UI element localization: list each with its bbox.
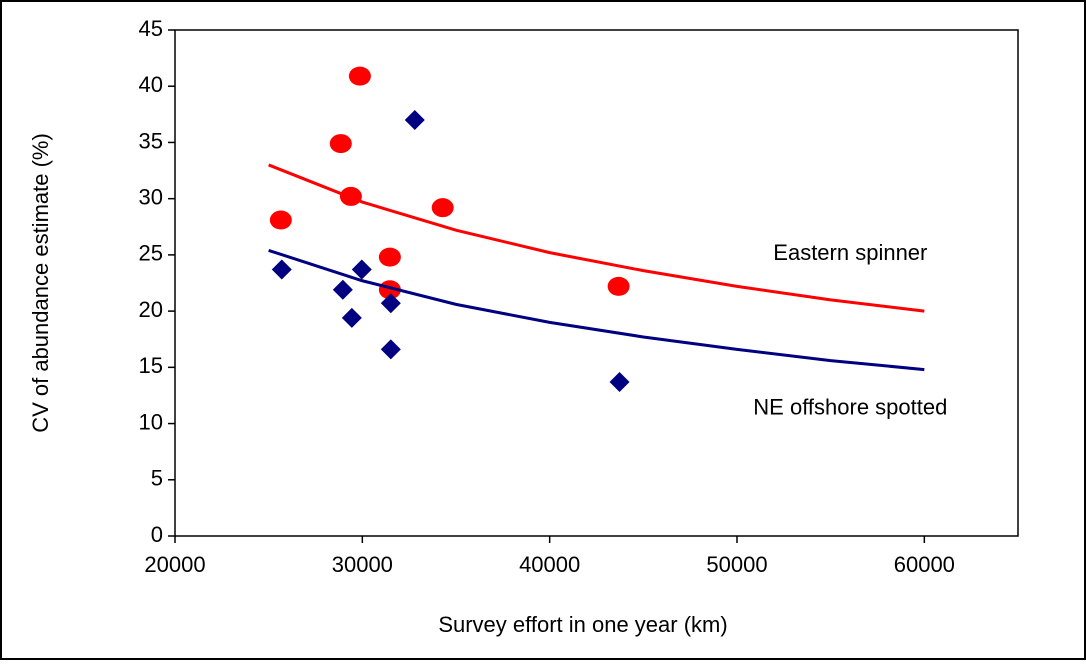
point [341,307,362,328]
series-label: Eastern spinner [773,240,927,265]
x-axis-title: Survey effort in one year (km) [438,612,727,637]
point [351,259,372,280]
trend-line [268,163,925,313]
point [269,210,292,230]
point [380,339,401,360]
point [378,247,401,267]
trend-line [268,248,925,372]
point [348,66,371,86]
point [339,186,362,206]
y-tick-label: 35 [139,128,163,153]
y-tick-label: 45 [139,16,163,41]
y-tick-label: 30 [139,184,163,209]
point [380,293,401,314]
x-tick-label: 30000 [332,552,393,577]
x-tick-label: 60000 [894,552,955,577]
point [607,276,630,296]
y-tick-label: 20 [139,297,163,322]
x-tick-label: 20000 [144,552,205,577]
series-label: NE offshore spotted [753,394,947,419]
y-tick-label: 15 [139,353,163,378]
point [271,259,292,280]
y-tick-label: 25 [139,241,163,266]
x-tick-label: 50000 [706,552,767,577]
point [404,109,425,130]
plot-frame [174,29,1019,537]
y-tick-label: 10 [139,409,163,434]
y-tick-label: 40 [139,72,163,97]
y-tick-label: 5 [151,466,163,491]
point [332,279,353,300]
point [329,134,352,154]
y-tick-label: 0 [151,522,163,547]
x-tick-label: 40000 [519,552,580,577]
point [431,198,454,218]
point [609,371,630,392]
y-axis-title: CV of abundance estimate (%) [28,133,53,433]
